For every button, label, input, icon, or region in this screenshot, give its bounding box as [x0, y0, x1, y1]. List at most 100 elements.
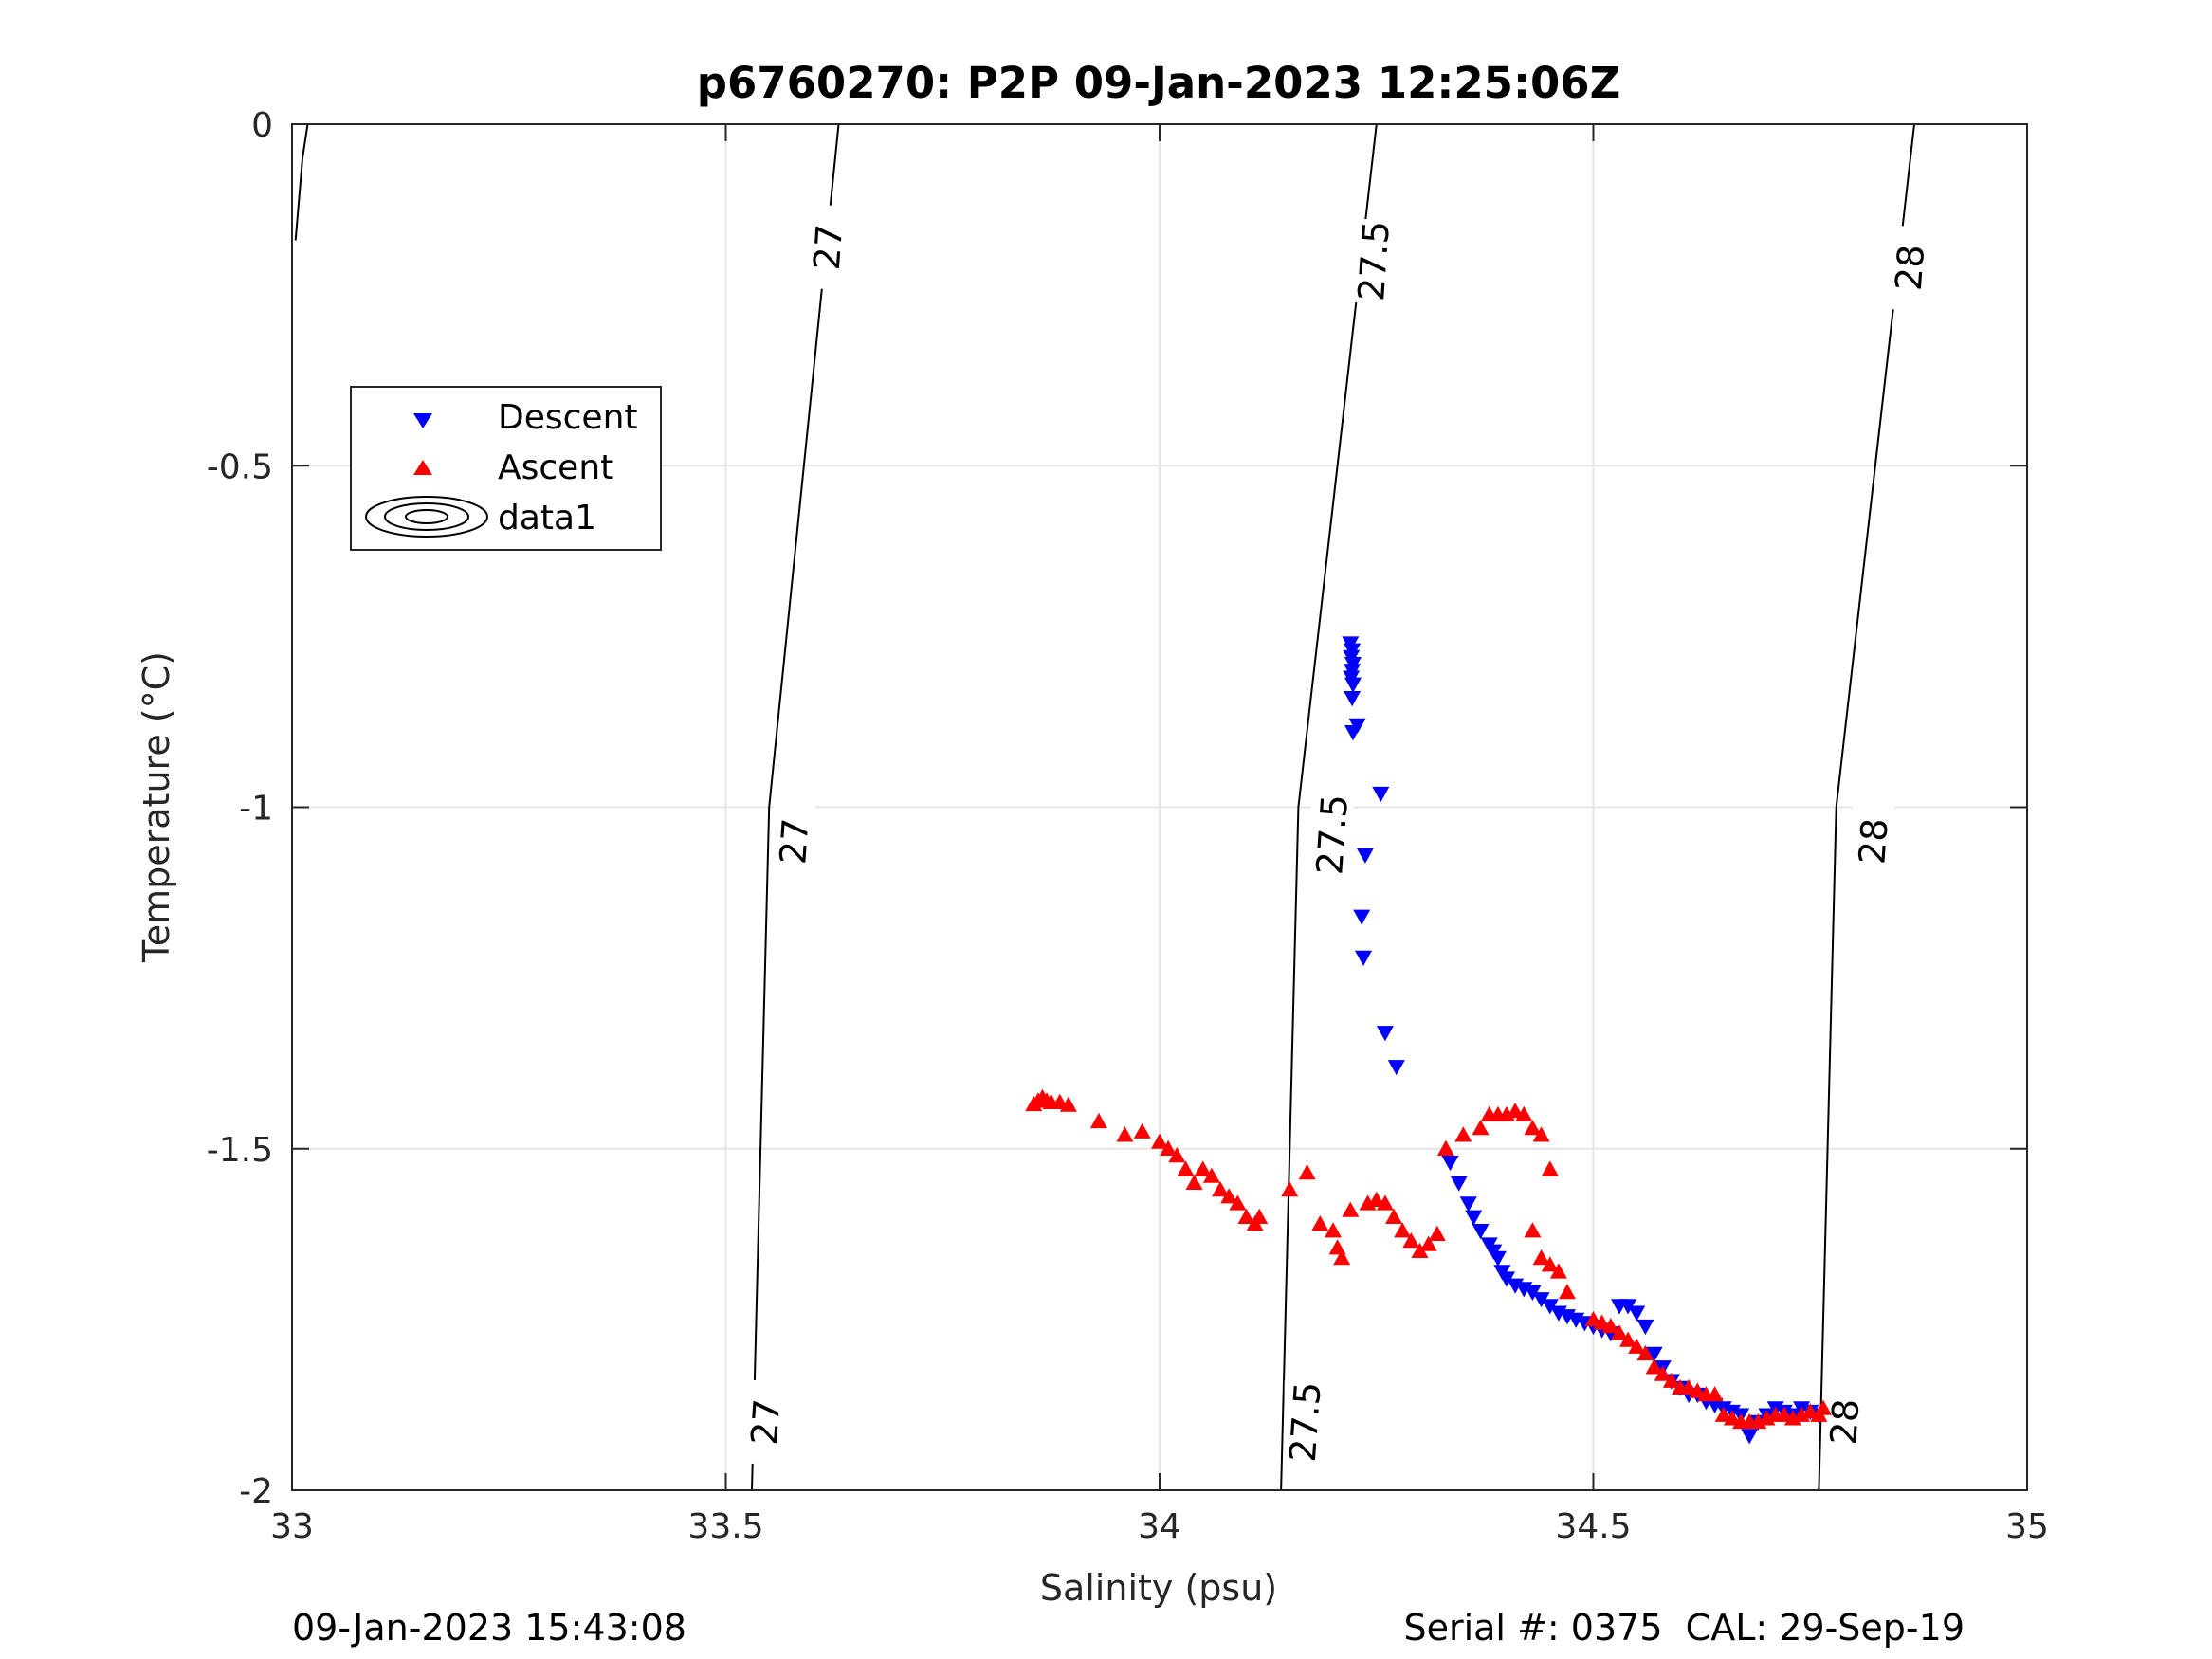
legend-ascent-label: Ascent: [498, 448, 613, 487]
descent-point: [1619, 1299, 1637, 1315]
descent-point: [1355, 950, 1372, 966]
descent-point: [1344, 677, 1362, 693]
y-tick-label: -2: [239, 1472, 273, 1511]
ascent-point: [1168, 1147, 1186, 1163]
contour-label-bg: [1311, 793, 1354, 877]
ascent-point: [1160, 1139, 1178, 1156]
ascent-point: [1298, 1164, 1316, 1180]
ascent-series: [1025, 1088, 1832, 1430]
descent-point: [1524, 1285, 1542, 1302]
x-axis-ticks: 33 33.5 34 34.5 35: [270, 124, 2049, 1546]
footer-serial-cal: Serial #: 0375 CAL: 29-Sep-19: [1403, 1607, 1965, 1649]
ascent-point: [1177, 1160, 1195, 1176]
descent-point: [1348, 718, 1366, 734]
contour-label-bg: [744, 1379, 787, 1464]
ascent-point: [1059, 1096, 1077, 1112]
y-tick-label: -1: [239, 790, 273, 829]
ascent-point: [1532, 1126, 1550, 1142]
y-tick-label: -0.5: [207, 447, 273, 486]
x-tick-label: 33: [270, 1507, 314, 1546]
y-tick-label: 0: [251, 106, 273, 145]
descent-point: [1628, 1305, 1646, 1322]
ascent-point: [1636, 1344, 1654, 1361]
ascent-point: [1376, 1194, 1394, 1211]
grid-lines: [292, 124, 2027, 1490]
ascent-point: [1662, 1372, 1680, 1388]
ascent-point: [1515, 1105, 1533, 1121]
descent-point: [1387, 1060, 1405, 1076]
contour-label: 27: [806, 223, 850, 271]
contour-line-28: [1818, 123, 1915, 1491]
ascent-point: [1549, 1263, 1567, 1279]
ascent-point: [1611, 1324, 1628, 1340]
descent-point: [1441, 1156, 1459, 1172]
contour-label: 28: [1822, 1397, 1867, 1446]
ascent-point: [1385, 1208, 1403, 1224]
ascent-point: [1251, 1208, 1269, 1224]
ascent-point: [1706, 1386, 1724, 1402]
descent-point: [1344, 691, 1362, 707]
ascent-point: [1394, 1222, 1412, 1238]
descent-point: [1376, 1026, 1394, 1042]
contour-label: 27.5: [1282, 1380, 1329, 1463]
ascent-point: [1133, 1122, 1151, 1139]
y-axis-label: Temperature (°C): [136, 651, 177, 963]
contour-label-bg: [773, 799, 815, 884]
descent-point: [1450, 1176, 1468, 1192]
legend-ascent-marker: [413, 460, 432, 475]
descent-point: [1645, 1346, 1663, 1362]
legend-data1-label: data1: [498, 499, 596, 538]
descent-point: [1353, 909, 1371, 925]
ascent-point: [1229, 1194, 1247, 1211]
x-tick-label: 35: [2005, 1507, 2049, 1546]
ascent-point: [1628, 1338, 1646, 1354]
ascent-point: [1559, 1284, 1576, 1300]
descent-point: [1459, 1196, 1477, 1212]
contour-label-bg: [1353, 219, 1396, 303]
ascent-point: [1436, 1139, 1454, 1156]
ascent-point: [1116, 1126, 1134, 1142]
contour-label-bg: [807, 205, 850, 289]
contour-label-bg: [1853, 799, 1895, 884]
ascent-point: [1601, 1318, 1619, 1334]
legend-box: [350, 386, 662, 551]
ascent-point: [1151, 1133, 1168, 1149]
x-tick-label: 33.5: [687, 1507, 763, 1546]
density-contours: [294, 123, 1915, 1491]
legend: Descent Ascent data1: [350, 386, 662, 551]
ascent-point: [1202, 1167, 1220, 1183]
ascent-point: [1089, 1112, 1107, 1129]
ascent-point: [1454, 1126, 1472, 1142]
contour-label: 27: [772, 817, 816, 866]
ascent-point: [1524, 1120, 1542, 1136]
ascent-point: [1619, 1331, 1637, 1347]
descent-point: [1498, 1271, 1515, 1287]
contour-line-27.5: [1280, 123, 1378, 1491]
ascent-point: [1532, 1249, 1550, 1266]
descent-point: [1472, 1224, 1490, 1240]
ascent-point: [1524, 1222, 1542, 1238]
ascent-point: [1419, 1235, 1437, 1251]
ascent-point: [1212, 1181, 1230, 1197]
contour-label: 27.5: [1308, 793, 1356, 876]
ascent-point: [1333, 1249, 1351, 1266]
descent-point: [1741, 1429, 1759, 1445]
descent-point: [1356, 848, 1374, 864]
ascent-point: [1645, 1358, 1663, 1375]
descent-point: [1489, 1250, 1507, 1267]
descent-point: [1532, 1292, 1550, 1308]
ascent-point: [1428, 1225, 1446, 1241]
ascent-point: [1185, 1174, 1203, 1190]
ascent-point: [1237, 1208, 1255, 1224]
contour-line-27: [294, 123, 309, 241]
ascent-point: [1325, 1222, 1342, 1238]
footer-timestamp: 09-Jan-2023 15:43:08: [292, 1607, 686, 1649]
ascent-point: [1220, 1188, 1238, 1204]
ascent-point: [1311, 1215, 1329, 1231]
contour-label: 28: [1851, 817, 1895, 866]
contour-line-27: [751, 123, 840, 1491]
contour-label-bg: [1823, 1379, 1866, 1464]
density-contour-labels: 27 27 27 27.5 27.5 27.5 28 28 28: [743, 205, 1932, 1464]
ascent-point: [1342, 1201, 1360, 1217]
